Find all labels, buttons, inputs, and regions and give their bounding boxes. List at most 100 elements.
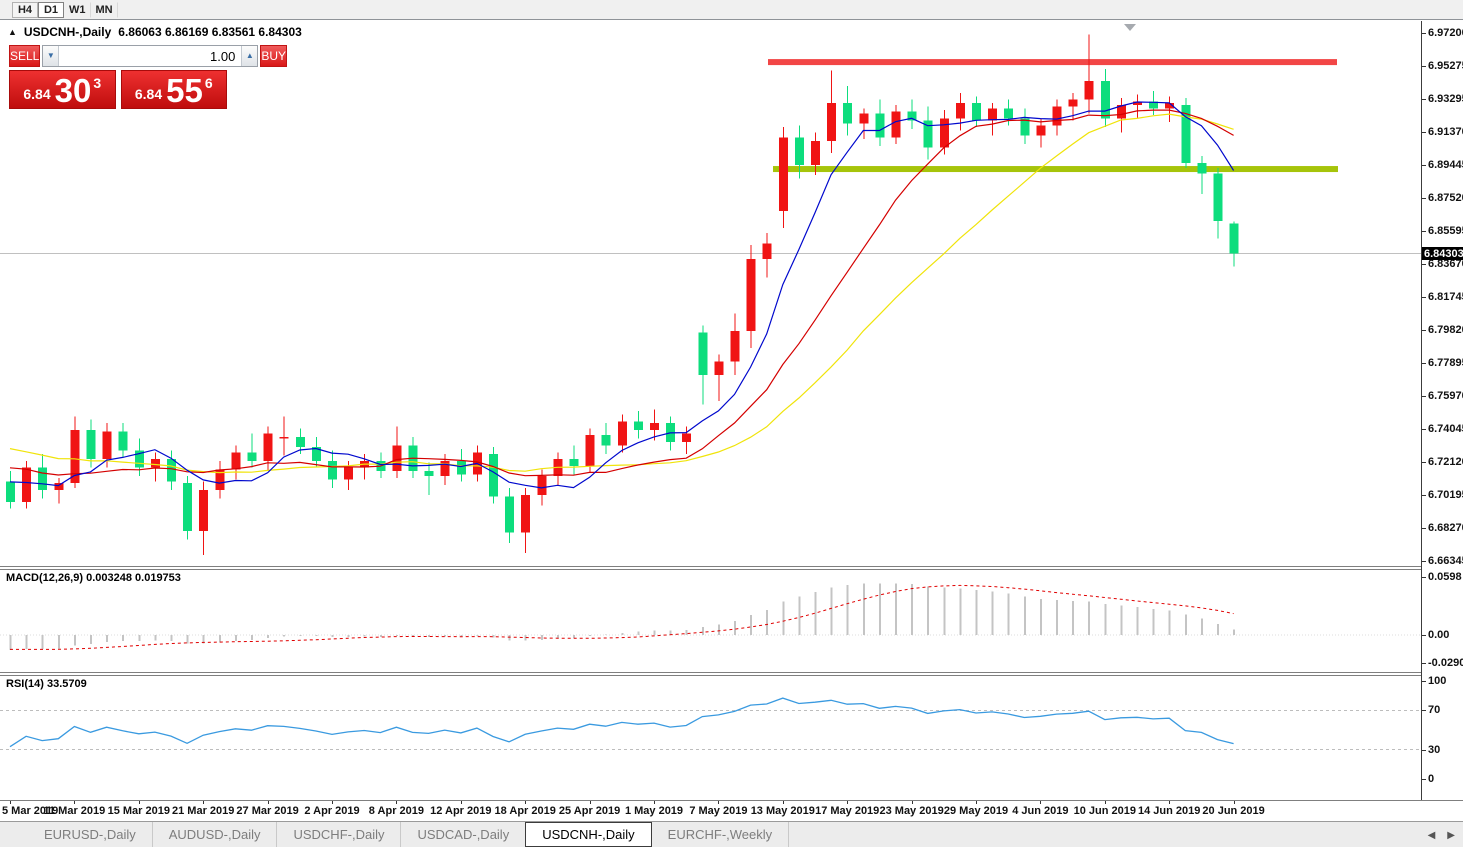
date-axis-label: 18 Apr 2019 bbox=[494, 805, 556, 817]
support-line bbox=[773, 166, 1338, 173]
price-axis-tick bbox=[1422, 264, 1426, 265]
date-axis-tick bbox=[460, 801, 462, 804]
volume-increase-icon[interactable]: ▲ bbox=[241, 46, 258, 66]
rsi-axis-label: 30 bbox=[1428, 743, 1441, 756]
rsi-indicator-pane[interactable] bbox=[0, 676, 1421, 800]
price-axis-tick bbox=[1422, 561, 1426, 562]
chart-tab-usdchf-daily[interactable]: USDCHF-,Daily bbox=[277, 822, 402, 847]
date-axis-tick bbox=[654, 801, 655, 804]
volume-input[interactable] bbox=[59, 46, 242, 66]
price-axis-label: 6.97200 bbox=[1428, 27, 1463, 39]
macd-axis-label: 0.0598 bbox=[1428, 570, 1462, 583]
date-axis-label: 7 May 2019 bbox=[689, 805, 748, 817]
date-axis-tick bbox=[976, 801, 977, 804]
date-axis-label: 2 Apr 2019 bbox=[304, 805, 360, 817]
candle-body bbox=[1181, 104, 1191, 164]
sell-price-display[interactable]: 6.84 30 3 bbox=[9, 70, 116, 109]
candle-body bbox=[682, 433, 692, 442]
date-axis-label: 25 Apr 2019 bbox=[558, 805, 621, 817]
price-axis-tick bbox=[1422, 363, 1426, 364]
buy-button[interactable]: BUY bbox=[260, 45, 288, 67]
price-axis-tick bbox=[1422, 462, 1426, 463]
timeframe-button-h4[interactable]: H4 bbox=[12, 1, 38, 18]
moving-average-slow-line bbox=[9, 113, 1234, 474]
price-axis-tick bbox=[1422, 429, 1426, 430]
candle-body bbox=[1084, 80, 1094, 100]
candle-body bbox=[746, 258, 756, 331]
candle-body bbox=[489, 453, 498, 497]
chart-tab-eurchf-weekly[interactable]: EURCHF-,Weekly bbox=[652, 822, 790, 847]
timeframe-button-d1[interactable]: D1 bbox=[38, 1, 64, 18]
chart-ohlc-values: 6.86063 6.86169 6.83561 6.84303 bbox=[118, 25, 302, 39]
candle-body bbox=[730, 330, 740, 362]
candle-body bbox=[54, 483, 64, 490]
chart-tab-eurusd-daily[interactable]: EURUSD-,Daily bbox=[28, 822, 153, 847]
price-axis-label: 6.93295 bbox=[1428, 93, 1463, 105]
macd-axis-label: 0.00 bbox=[1428, 629, 1450, 641]
candle-body bbox=[1036, 125, 1046, 136]
candle-body bbox=[505, 496, 515, 533]
timeframe-button-w1[interactable]: W1 bbox=[64, 1, 91, 18]
date-axis-tick bbox=[203, 801, 205, 804]
tab-scroll-buttons: ◀ ▶ bbox=[1428, 822, 1455, 847]
candle-body bbox=[6, 481, 15, 502]
candle-body bbox=[1004, 108, 1014, 119]
pane-splitter-macd[interactable] bbox=[0, 566, 1463, 570]
macd-axis-label: -0.029049 bbox=[1428, 657, 1463, 670]
candle-body bbox=[231, 452, 241, 470]
price-axis-tick bbox=[1422, 297, 1426, 298]
macd-label: MACD(12,26,9) 0.003248 0.019753 bbox=[6, 572, 181, 584]
candle-body bbox=[440, 460, 450, 477]
price-axis-tick bbox=[1422, 198, 1426, 199]
date-axis-label: 8 Apr 2019 bbox=[368, 805, 425, 817]
candle-body bbox=[1197, 163, 1207, 174]
candle-body bbox=[424, 471, 434, 477]
chart-tab-audusd-daily[interactable]: AUDUSD-,Daily bbox=[153, 822, 278, 847]
candle-body bbox=[827, 103, 837, 141]
price-axis[interactable]: 6.97200 6.95275 6.93295 6.91370 6.89445 6.875… bbox=[1422, 21, 1463, 800]
macd-name: MACD(12,26,9) bbox=[6, 572, 84, 584]
volume-decrease-icon[interactable]: ▼ bbox=[43, 46, 60, 66]
candle-body bbox=[537, 476, 547, 496]
date-axis-label: 12 Apr 2019 bbox=[430, 805, 492, 817]
candle-body bbox=[1229, 223, 1239, 254]
chart-tab-usdcnh-daily[interactable]: USDCNH-,Daily bbox=[525, 822, 652, 847]
price-axis-tick bbox=[1422, 396, 1426, 397]
chart-shift-marker-icon[interactable] bbox=[1124, 24, 1136, 31]
rsi-axis-tick bbox=[1422, 779, 1426, 780]
buy-price-display[interactable]: 6.84 55 6 bbox=[120, 70, 227, 109]
candle-body bbox=[328, 460, 337, 480]
price-chart-pane[interactable] bbox=[0, 21, 1421, 566]
price-axis-tick bbox=[1422, 33, 1426, 34]
tab-scroll-right-icon[interactable]: ▶ bbox=[1447, 829, 1455, 841]
sell-button[interactable]: SELL bbox=[9, 45, 41, 67]
candle-body bbox=[1133, 101, 1142, 105]
price-axis-label: 6.87520 bbox=[1428, 192, 1463, 204]
tab-scroll-left-icon[interactable]: ◀ bbox=[1427, 829, 1436, 841]
price-axis-tick bbox=[1422, 99, 1426, 100]
rsi-axis-tick bbox=[1422, 749, 1426, 751]
collapse-panel-icon[interactable]: ▲ bbox=[8, 27, 17, 37]
date-axis-label: 17 May 2019 bbox=[815, 805, 880, 817]
date-axis-label: 11 Mar 2019 bbox=[43, 805, 106, 817]
price-axis-tick bbox=[1422, 330, 1426, 331]
date-axis-tick bbox=[267, 801, 269, 804]
chart-title: ▲ USDCNH-,Daily 6.86063 6.86169 6.83561 … bbox=[8, 25, 302, 39]
macd-indicator-pane[interactable] bbox=[0, 570, 1421, 672]
buy-price-prefix: 6.84 bbox=[134, 86, 163, 102]
candle-body bbox=[891, 111, 901, 138]
candle-body bbox=[859, 113, 869, 124]
date-axis-label: 20 Jun 2019 bbox=[1202, 805, 1265, 817]
date-axis[interactable]: 5 Mar 2019 11 Mar 2019 15 Mar 2019 21 Mar 2… bbox=[0, 801, 1421, 820]
price-axis-tick bbox=[1422, 495, 1426, 496]
date-axis-tick bbox=[1169, 801, 1171, 804]
candle-body bbox=[521, 495, 531, 533]
pane-splitter-rsi[interactable] bbox=[0, 672, 1463, 676]
candle-body bbox=[923, 120, 933, 148]
price-axis-label: 6.75970 bbox=[1428, 390, 1463, 402]
timeframe-button-mn[interactable]: MN bbox=[91, 1, 118, 18]
chart-tab-usdcad-daily[interactable]: USDCAD-,Daily bbox=[401, 822, 527, 847]
date-axis-tick bbox=[525, 801, 527, 804]
date-axis-tick bbox=[1104, 801, 1106, 804]
volume-box: ▼ ▲ bbox=[42, 45, 259, 67]
